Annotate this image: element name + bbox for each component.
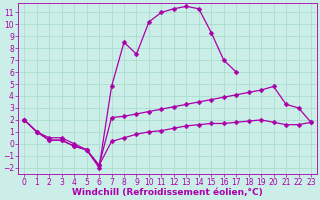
X-axis label: Windchill (Refroidissement éolien,°C): Windchill (Refroidissement éolien,°C) [72,188,263,197]
